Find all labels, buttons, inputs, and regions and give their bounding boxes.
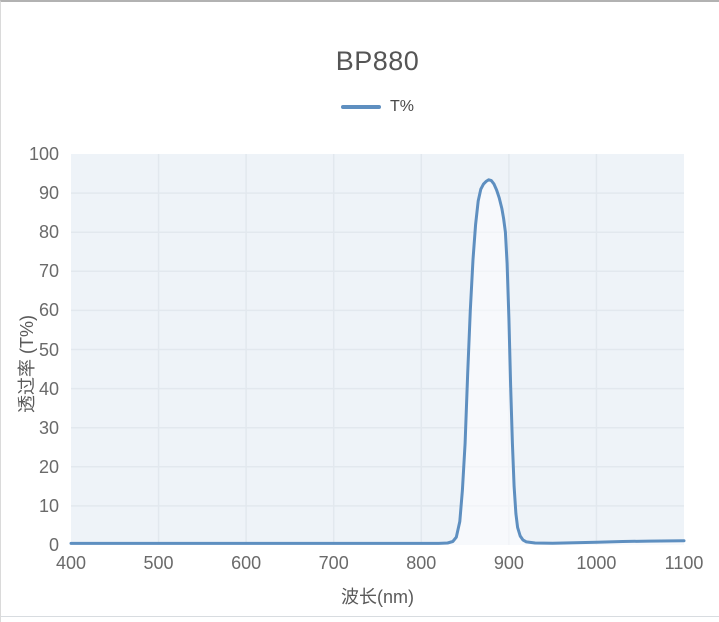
y-tick-label: 20 [38,456,59,477]
x-tick-label: 900 [493,553,524,573]
y-tick-label: 70 [38,261,59,282]
y-tick-label: 100 [28,144,59,164]
y-tick-label: 60 [38,300,59,321]
x-tick-label: 800 [406,553,437,573]
transmission-curve-svg [69,154,686,546]
x-tick-label: 1100 [664,553,704,573]
x-tick-label: 400 [55,553,87,573]
chart-title: BP880 [335,46,420,76]
y-tick-label: 90 [38,183,59,204]
x-tick-label: 500 [143,553,174,573]
legend-line-icon [341,105,381,109]
y-tick-label: 0 [48,535,59,555]
plot-area [69,154,686,546]
y-tick-label: 50 [38,339,59,360]
y-tick-label: 10 [38,495,59,516]
x-tick-label: 1000 [576,553,617,573]
y-tick-label: 30 [38,417,59,438]
y-axis-title: 透过率 (T%) [17,315,37,413]
bottom-divider [1,616,719,617]
y-tick-label: 40 [38,378,59,399]
x-tick-label: 600 [231,553,262,573]
legend-item-t-percent[interactable]: T% [71,98,684,116]
x-axis-title: 波长(nm) [341,587,414,607]
y-tick-label: 80 [38,222,59,243]
legend-label: T% [390,98,414,115]
x-tick-label: 700 [318,553,349,573]
